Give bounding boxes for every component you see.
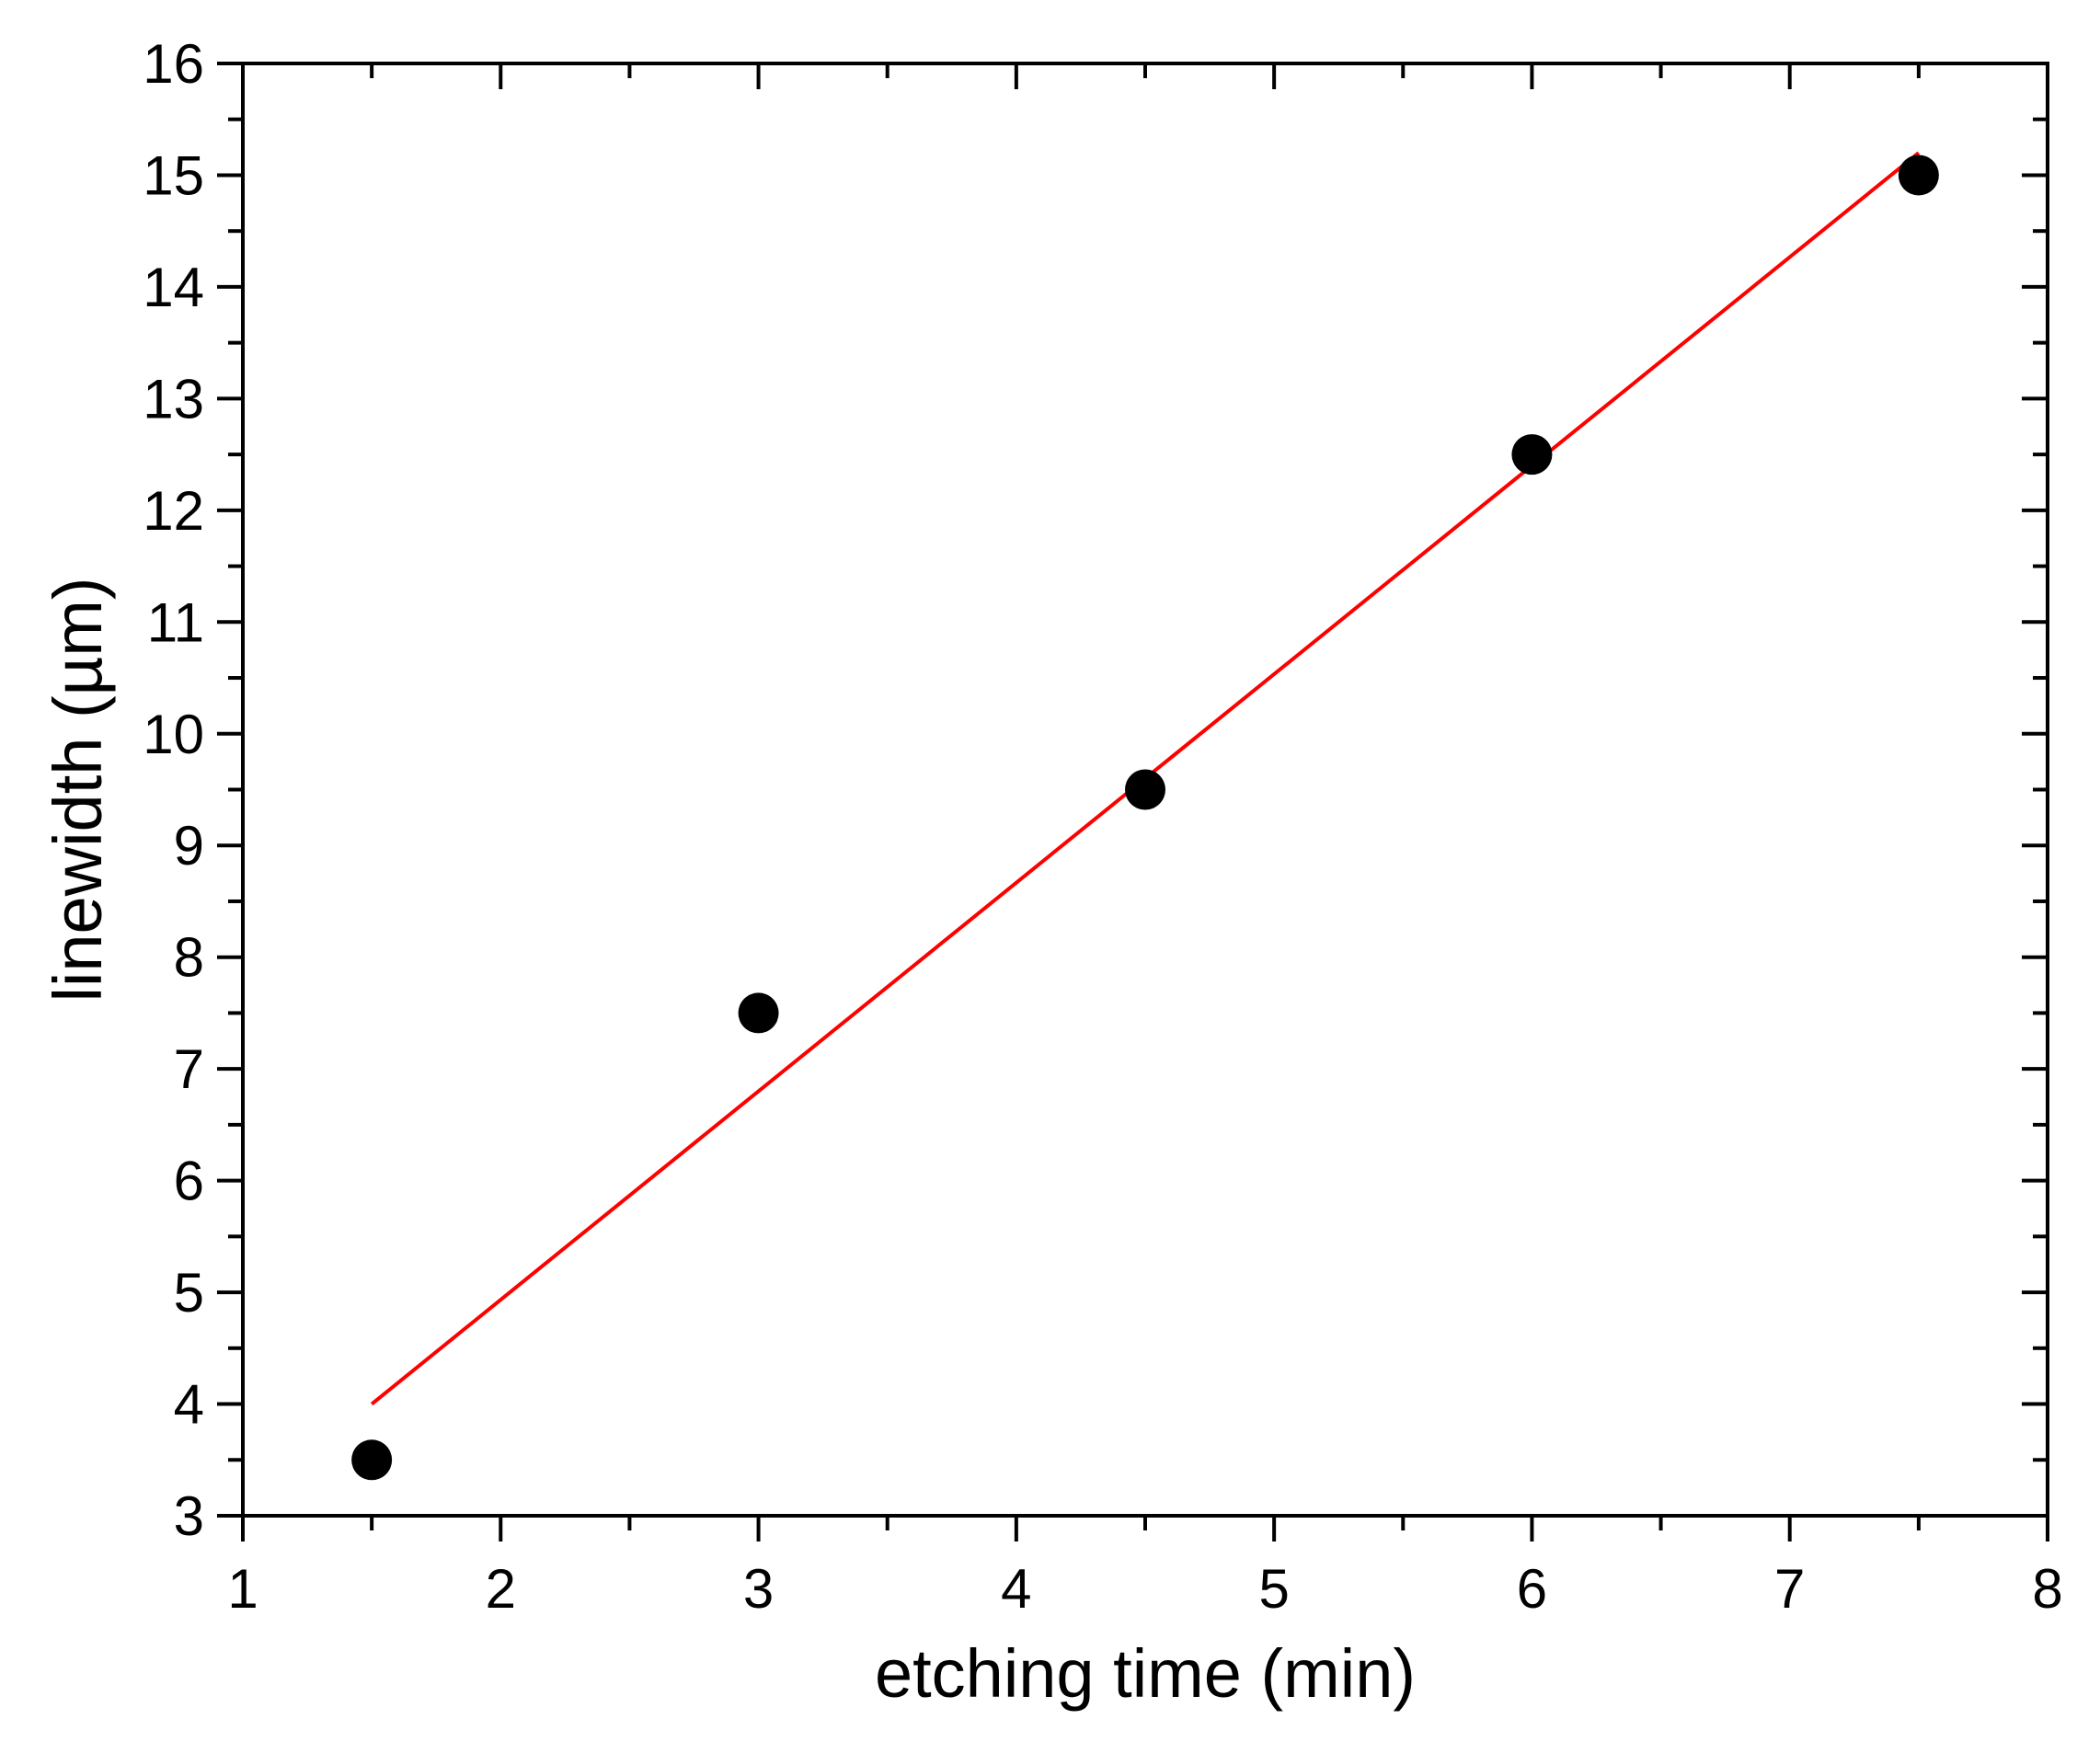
x-tick-label: 4 <box>1001 1558 1031 1620</box>
x-axis-title: etching time (min) <box>875 1635 1416 1712</box>
plot-marks <box>351 151 1939 1481</box>
x-tick-label: 7 <box>1774 1558 1805 1620</box>
y-tick-label: 12 <box>143 480 204 542</box>
data-point <box>1898 155 1939 196</box>
data-point <box>1125 769 1165 810</box>
y-tick-label: 9 <box>174 815 204 877</box>
data-point <box>738 992 779 1034</box>
y-tick-label: 15 <box>143 144 204 206</box>
x-tick-label: 8 <box>2032 1558 2062 1620</box>
y-tick-label: 16 <box>143 33 204 95</box>
y-tick-label: 10 <box>143 704 204 765</box>
y-tick-label: 13 <box>143 368 204 430</box>
x-tick-label: 5 <box>1258 1558 1289 1620</box>
data-point <box>1511 434 1553 476</box>
y-tick-label: 3 <box>174 1485 204 1547</box>
y-axis-title: linewidth (µm) <box>40 577 116 1002</box>
y-tick-label: 14 <box>143 257 204 318</box>
x-tick-label: 3 <box>743 1558 774 1620</box>
y-tick-label: 5 <box>174 1262 204 1324</box>
data-point <box>351 1439 393 1481</box>
y-tick-label: 11 <box>147 591 204 653</box>
plot-frame <box>241 62 2049 1518</box>
x-tick-label: 2 <box>486 1558 516 1620</box>
y-tick-label: 6 <box>174 1151 204 1212</box>
y-tick-label: 4 <box>174 1374 204 1436</box>
x-tick-label: 1 <box>227 1558 258 1620</box>
y-tick-label: 7 <box>174 1038 204 1100</box>
x-tick-label: 6 <box>1517 1558 1547 1620</box>
y-tick-label: 8 <box>174 927 204 989</box>
